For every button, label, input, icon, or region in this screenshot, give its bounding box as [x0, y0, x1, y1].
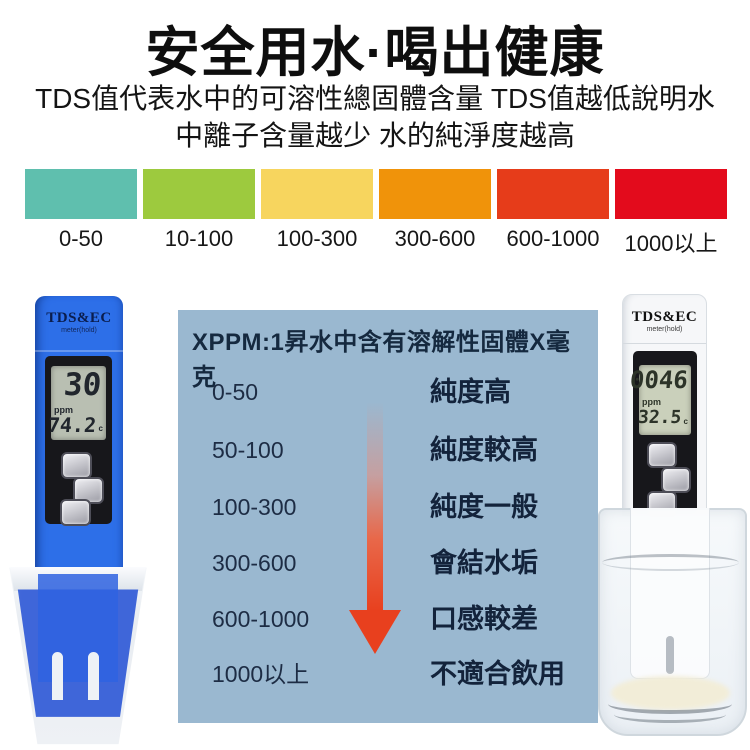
scale-segment-100-300: [261, 169, 373, 219]
scale-label: 10-100: [164, 226, 234, 251]
glass-of-water: [598, 508, 747, 736]
lcd-tds-value: 30: [62, 367, 103, 403]
lcd-screen: 30 ppm 74.2 c: [47, 366, 106, 440]
glass-base-shading: [614, 706, 726, 723]
meter-brand-label: TDS&EC: [46, 310, 112, 326]
lcd-temp-value: 32.5: [636, 407, 682, 428]
meter-seam: [623, 343, 706, 344]
tds-description: 口感較差: [430, 604, 538, 634]
lcd-tds-value: 0046: [628, 366, 690, 394]
lcd-temp-unit: c: [683, 417, 688, 426]
scale-segment-300-600: [379, 169, 491, 219]
meter-button-top: [647, 442, 677, 468]
scale-segment-600-1000: [497, 169, 609, 219]
tds-color-scale: [25, 169, 727, 219]
tds-range: 100-300: [212, 494, 297, 520]
blue-tds-meter: TDS&EC meter(hold) 30 ppm 74.2 c: [35, 296, 123, 572]
meter-button-bottom: [60, 499, 91, 526]
tds-range: 600-1000: [212, 606, 310, 632]
table-row: 0-50 純度高: [178, 376, 598, 408]
subtitle-line-1: TDS值代表水中的可溶性總固體含量 TDS值越低說明水: [35, 83, 715, 114]
scale-segment-1000plus: [615, 169, 727, 219]
down-arrow-icon: [349, 610, 401, 654]
scale-label: 1000以上: [624, 231, 718, 256]
scale-label: 300-600: [394, 226, 476, 251]
poster-title: 安全用水·喝出健康: [145, 23, 605, 83]
table-row: 50-100 純度較高: [178, 434, 598, 466]
tds-description: 純度一般: [430, 492, 538, 522]
tds-scale-labels: 0-50 10-100 100-300 300-600 600-1000 100…: [25, 226, 727, 258]
tds-range: 300-600: [212, 550, 297, 576]
tds-description: 純度較高: [430, 435, 538, 465]
tds-range: 50-100: [212, 437, 284, 463]
tds-comparison-panel: XPPM:1昇水中含有溶解性固體X毫克 0-50 純度高 50-100 純度較高…: [178, 310, 598, 723]
subtitle-line-2: 中離子含量越少 水的純淨度越高: [175, 120, 575, 151]
lcd-temp-value: 74.2: [46, 413, 98, 437]
scale-segment-10-100: [143, 169, 255, 219]
table-row: 1000以上 不適合飲用: [178, 658, 598, 690]
lcd-screen: 0046 ppm 32.5 c: [629, 365, 691, 435]
meter-brand-label: TDS&EC: [631, 309, 698, 325]
lcd-temp-unit: c: [98, 424, 103, 433]
meter-seam: [35, 350, 123, 352]
tds-description: 純度高: [430, 377, 511, 407]
water-surface-line: [602, 554, 739, 571]
lcd-unit-label: ppm: [642, 397, 661, 407]
scale-segment-0-50: [25, 169, 137, 219]
submerged-meter-probe: [38, 574, 118, 682]
panel-header: XPPM:1昇水中含有溶解性固體X毫克: [192, 329, 571, 391]
tds-range: 1000以上: [212, 661, 310, 687]
table-row: 300-600 會結水垢: [178, 547, 598, 579]
tds-range: 0-50: [212, 379, 259, 405]
meter-button-top: [61, 452, 92, 479]
tds-description: 會結水垢: [430, 548, 538, 578]
meter-subbrand-label: meter(hold): [61, 327, 97, 334]
probe-sensor-mark: [666, 636, 674, 674]
gradient-arrow-shaft: [367, 402, 383, 612]
poster-subtitle: TDS值代表水中的可溶性總固體含量 TDS值越低說明水 中離子含量越少 水的純淨…: [0, 80, 750, 154]
scale-label: 100-300: [276, 226, 358, 251]
white-tds-meter: TDS&EC meter(hold) 0046 ppm 32.5 c: [622, 294, 707, 517]
meter-button-middle: [661, 467, 691, 493]
scale-label: 600-1000: [506, 226, 600, 251]
cup-with-blue-water: [8, 564, 148, 746]
probe-sensor-slot: [88, 652, 99, 700]
table-row: 100-300 純度一般: [178, 491, 598, 523]
probe-sensor-slot: [52, 652, 63, 700]
lcd-unit-label: ppm: [54, 405, 73, 415]
meter-subbrand-label: meter(hold): [646, 326, 683, 333]
table-row: 600-1000 口感較差: [178, 603, 598, 635]
tds-description: 不適合飲用: [430, 659, 565, 689]
scale-label: 0-50: [58, 226, 104, 251]
